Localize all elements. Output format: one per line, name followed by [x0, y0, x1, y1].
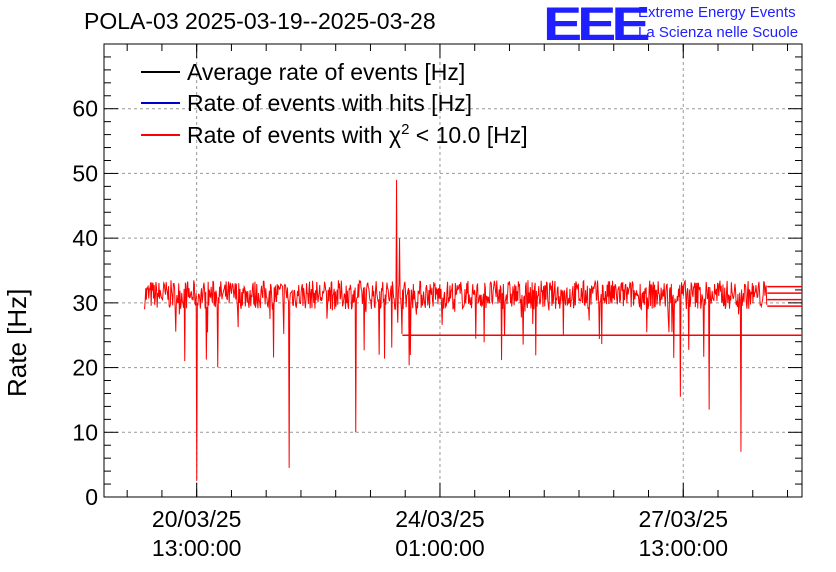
- logo-caption-line1: Extreme Energy Events: [638, 4, 796, 21]
- x-tick-label-date: 20/03/25: [152, 506, 242, 532]
- y-tick-label: 50: [72, 160, 98, 186]
- x-tick-label-time: 13:00:00: [638, 535, 728, 561]
- chart-title: POLA-03 2025-03-19--2025-03-28: [84, 8, 436, 34]
- y-tick-label: 10: [72, 419, 98, 445]
- y-tick-label: 40: [72, 225, 98, 251]
- x-tick-label-time: 13:00:00: [152, 535, 242, 561]
- y-tick-label: 0: [85, 484, 98, 510]
- legend-label-hits: Rate of events with hits [Hz]: [187, 90, 472, 116]
- logo-caption-line2: La Scienza nelle Scuole: [638, 24, 799, 41]
- y-tick-label: 60: [72, 96, 98, 122]
- x-tick-label-date: 27/03/25: [638, 506, 728, 532]
- x-tick-label-time: 01:00:00: [395, 535, 485, 561]
- series-chi2-line: [144, 179, 768, 481]
- legend-label-average: Average rate of events [Hz]: [187, 59, 465, 85]
- x-tick-label-date: 24/03/25: [395, 506, 485, 532]
- y-tick-label: 20: [72, 355, 98, 381]
- legend-label-chi2: Rate of events with χ2 < 10.0 [Hz]: [187, 121, 528, 148]
- plot-frame: [103, 43, 803, 498]
- y-tick-label: 30: [72, 290, 98, 316]
- eee-logo: EEE: [543, 0, 651, 50]
